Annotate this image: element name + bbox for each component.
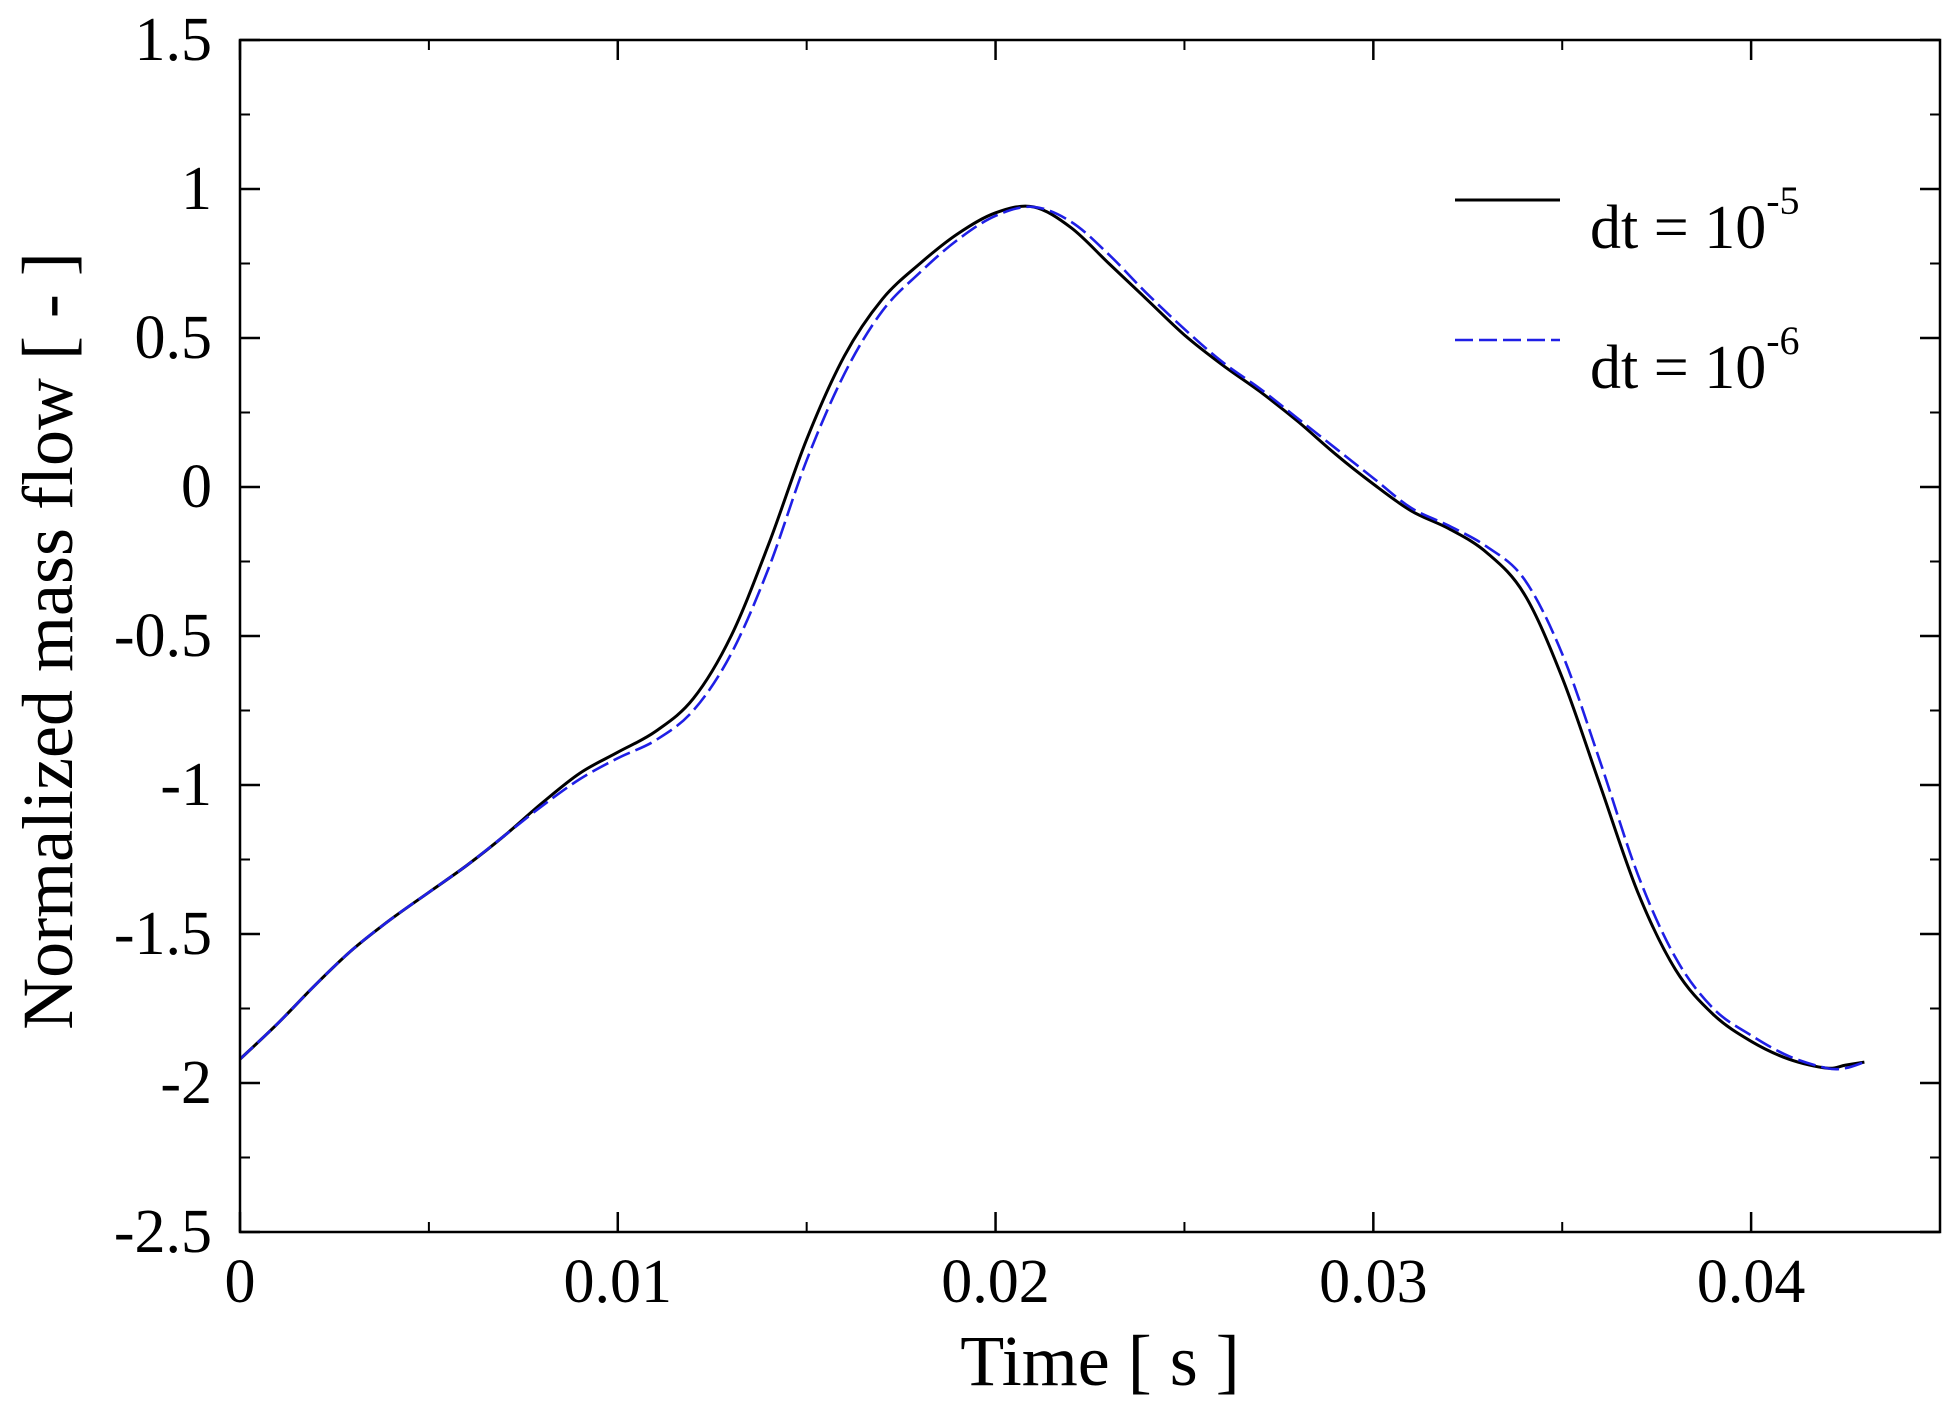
x-tick-label: 0 <box>225 1248 256 1316</box>
y-tick-label: -2 <box>160 1049 212 1117</box>
y-tick-label: -2.5 <box>114 1198 212 1266</box>
y-tick-label: -1.5 <box>114 900 212 968</box>
legend-label-text: dt = 10 <box>1590 334 1766 402</box>
x-tick-label: 0.02 <box>941 1248 1050 1316</box>
y-tick-label: -0.5 <box>114 602 212 670</box>
y-tick-label: -1 <box>160 751 212 819</box>
y-axis-label: Normalized mass flow [ - ] <box>8 252 88 1030</box>
y-tick-label: 0 <box>181 453 212 521</box>
legend: dt = 10-5dt = 10-6 <box>1455 178 1800 402</box>
legend-label-exponent: -5 <box>1766 178 1799 223</box>
x-tick-label: 0.03 <box>1319 1248 1428 1316</box>
y-tick-label: 1 <box>181 155 212 223</box>
plot-frame <box>238 38 1942 1234</box>
y-tick-label: 1.5 <box>135 6 213 74</box>
series-line-1 <box>238 204 1865 1070</box>
legend-label-text: dt = 10 <box>1590 194 1766 262</box>
x-axis-label: Time [ s ] <box>960 1321 1239 1401</box>
legend-label-1: dt = 10-5 <box>1590 178 1800 262</box>
y-tick-label: 0.5 <box>135 304 213 372</box>
x-tick-label: 0.01 <box>564 1248 673 1316</box>
legend-label-2: dt = 10-6 <box>1590 318 1800 402</box>
tick-labels: 0 0.01 0.02 0.03 0.04 -2.5 -2 -1.5 -1 -0.5 0 0.5 1 1.… <box>114 6 1806 1316</box>
x-tick-label: 0.04 <box>1697 1248 1806 1316</box>
legend-label-exponent: -6 <box>1766 318 1799 363</box>
series-lines <box>238 204 1865 1071</box>
